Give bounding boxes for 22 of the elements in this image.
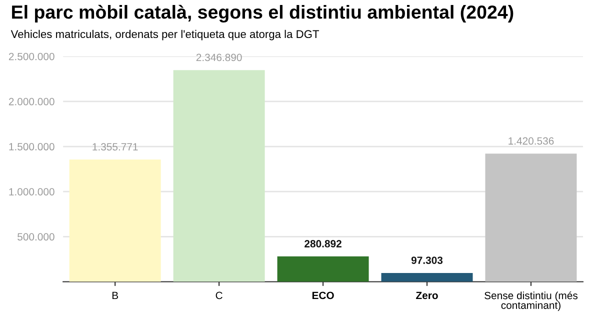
bar	[69, 160, 161, 282]
bar	[485, 154, 577, 282]
y-tick-label: 2.500.000	[8, 52, 54, 60]
y-tick-label: 2.000.000	[8, 98, 54, 106]
bar	[277, 256, 369, 282]
x-tick-label: Zero	[416, 292, 438, 300]
data-label: 97.303	[411, 256, 443, 264]
x-tick-label: ECO	[312, 292, 334, 300]
data-label: 1.355.771	[92, 143, 138, 151]
data-label: 280.892	[304, 240, 342, 248]
data-label: 2.346.890	[196, 54, 242, 62]
chart-subtitle: Vehicles matriculats, ordenats per l'etiqueta que atorga la DGT	[10, 30, 320, 40]
bar	[381, 272, 473, 282]
y-tick-label: 1.000.000	[9, 188, 54, 196]
bar	[173, 70, 265, 282]
y-tick-label: 500.000	[18, 233, 54, 241]
y-tick-label: 1.500.000	[9, 143, 54, 150]
x-tick-label: Sense distintiu (més contaminant)	[484, 291, 578, 312]
chart-title: El parc mòbil català, segons el distintiu ambiental (2024)	[12, 4, 514, 23]
x-tick-label: B	[112, 292, 118, 300]
data-label: 1.420.536	[508, 137, 554, 145]
x-tick-label: C	[216, 292, 222, 300]
